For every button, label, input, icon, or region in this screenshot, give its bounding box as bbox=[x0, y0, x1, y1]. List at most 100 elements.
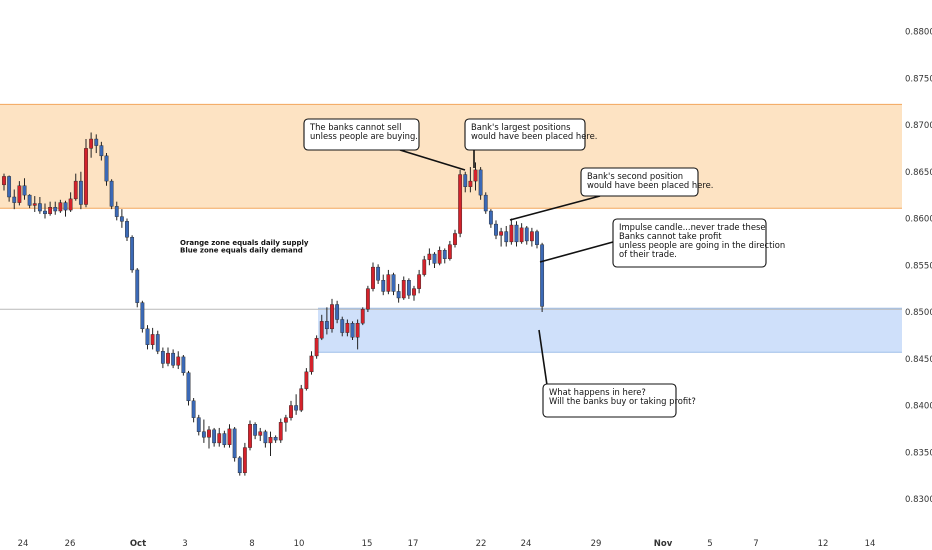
candle-body-up bbox=[314, 337, 319, 357]
candle-body-down bbox=[114, 206, 119, 217]
candle-body-down bbox=[324, 321, 329, 330]
zone-note-line: Orange zone equals daily supply bbox=[180, 239, 309, 247]
candle bbox=[340, 316, 345, 337]
x-tick-label: 14 bbox=[865, 539, 876, 549]
banks-cannot-sell-callout-box bbox=[303, 118, 420, 151]
candle bbox=[155, 330, 160, 355]
what-happens-callout-line: Will the banks buy or taking profit? bbox=[549, 396, 696, 406]
candle-body-down bbox=[335, 304, 340, 320]
largest-positions-callout-line: would have been placed here. bbox=[471, 131, 597, 141]
candle bbox=[232, 427, 237, 462]
candle bbox=[391, 272, 396, 296]
candle-body-down bbox=[140, 302, 145, 330]
y-tick-label: 0.85000 bbox=[905, 308, 932, 318]
candle bbox=[299, 384, 304, 413]
impulse-candle-callout-line: Banks cannot take profit bbox=[619, 231, 722, 241]
candle-body-down bbox=[160, 351, 165, 364]
candle-body-down bbox=[406, 280, 411, 296]
what-happens-callout-box bbox=[542, 383, 677, 418]
zones-layer bbox=[0, 103, 902, 353]
candle bbox=[12, 189, 17, 210]
candle-body-down bbox=[494, 223, 498, 236]
candle-body-down bbox=[540, 244, 545, 307]
candles-layer bbox=[2, 132, 545, 476]
second-position-callout-line: Bank's second position bbox=[587, 171, 683, 181]
supply-zone bbox=[0, 104, 902, 209]
candle bbox=[396, 283, 401, 303]
candle-body-down bbox=[191, 400, 196, 418]
candle-body-down bbox=[94, 138, 99, 146]
y-axis: 0.88000 0.87500 0.87000 0.86500 0.86000 0.855… bbox=[905, 28, 932, 506]
x-tick-label: 12 bbox=[818, 539, 829, 549]
x-tick-label: 24 bbox=[521, 539, 532, 549]
candle bbox=[181, 355, 186, 376]
candle bbox=[432, 252, 437, 269]
impulse-candle-pointer bbox=[539, 241, 614, 263]
x-tick-label: 29 bbox=[591, 539, 602, 549]
candle bbox=[248, 420, 252, 451]
what-happens-callout-line: What happens in here? bbox=[549, 387, 646, 397]
candle bbox=[227, 424, 232, 448]
candle bbox=[504, 225, 509, 247]
candle-body-up bbox=[453, 233, 457, 245]
candle-body-up bbox=[17, 185, 22, 203]
annotation-pointers-layer bbox=[399, 149, 614, 393]
candle bbox=[437, 246, 442, 266]
candle bbox=[350, 321, 355, 341]
candle bbox=[268, 431, 273, 456]
candle bbox=[32, 196, 37, 212]
candle-body-up bbox=[217, 433, 222, 444]
y-tick-label: 0.83000 bbox=[905, 495, 932, 505]
candle-body-down bbox=[350, 323, 355, 338]
candle-body-down bbox=[119, 216, 124, 222]
candle-body-up bbox=[422, 259, 427, 275]
y-tick-label: 0.85500 bbox=[905, 261, 932, 271]
candle bbox=[488, 209, 493, 228]
candle-body-up bbox=[289, 405, 293, 418]
candle bbox=[17, 181, 22, 206]
candle-body-up bbox=[401, 280, 406, 299]
candle bbox=[463, 171, 468, 193]
candle bbox=[217, 427, 222, 447]
candle bbox=[514, 221, 519, 247]
candle bbox=[237, 455, 242, 476]
x-tick-label: 5 bbox=[707, 539, 712, 549]
candle bbox=[89, 132, 94, 158]
zone-note-line: Blue zone equals daily demand bbox=[180, 247, 303, 255]
candle-body-up bbox=[299, 388, 304, 411]
candle-body-up bbox=[447, 244, 452, 259]
candle bbox=[125, 218, 129, 241]
candle-body-down bbox=[7, 176, 12, 198]
candle bbox=[258, 427, 263, 442]
candle bbox=[114, 201, 119, 221]
candle bbox=[319, 314, 324, 341]
largest-positions-callout-box bbox=[464, 118, 586, 151]
candle bbox=[473, 162, 478, 191]
candle bbox=[289, 400, 293, 421]
candle-body-down bbox=[442, 250, 447, 259]
candle-body-up bbox=[309, 355, 314, 373]
candle bbox=[386, 269, 391, 295]
candle bbox=[401, 276, 406, 300]
candle-body-up bbox=[258, 431, 263, 436]
candle bbox=[263, 429, 268, 448]
candle-body-up bbox=[227, 428, 232, 445]
y-tick-label: 0.84500 bbox=[905, 355, 932, 365]
candle bbox=[119, 209, 124, 228]
candle-body-up bbox=[68, 198, 73, 211]
candle bbox=[84, 139, 88, 208]
candle bbox=[417, 269, 422, 294]
candle bbox=[519, 223, 524, 244]
candle bbox=[78, 171, 83, 210]
candle bbox=[406, 278, 411, 299]
candle bbox=[494, 220, 498, 240]
candle bbox=[345, 319, 350, 337]
candle-body-down bbox=[104, 155, 109, 182]
x-tick-label: 26 bbox=[65, 539, 76, 549]
candle bbox=[212, 427, 217, 447]
candle bbox=[483, 192, 488, 214]
candle-body-up bbox=[248, 424, 252, 448]
